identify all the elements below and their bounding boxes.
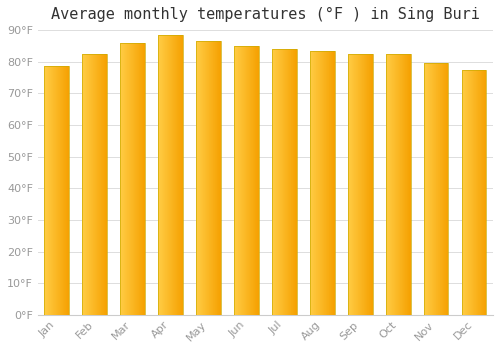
Bar [82,54,107,315]
Bar [44,66,69,315]
Bar [386,54,410,315]
Bar [462,70,486,315]
Bar [424,63,448,315]
Bar [348,54,372,315]
Bar [272,49,296,315]
Bar [158,35,183,315]
Title: Average monthly temperatures (°F ) in Sing Buri: Average monthly temperatures (°F ) in Si… [51,7,480,22]
Bar [234,46,259,315]
Bar [196,41,221,315]
Bar [120,43,145,315]
Bar [310,51,334,315]
